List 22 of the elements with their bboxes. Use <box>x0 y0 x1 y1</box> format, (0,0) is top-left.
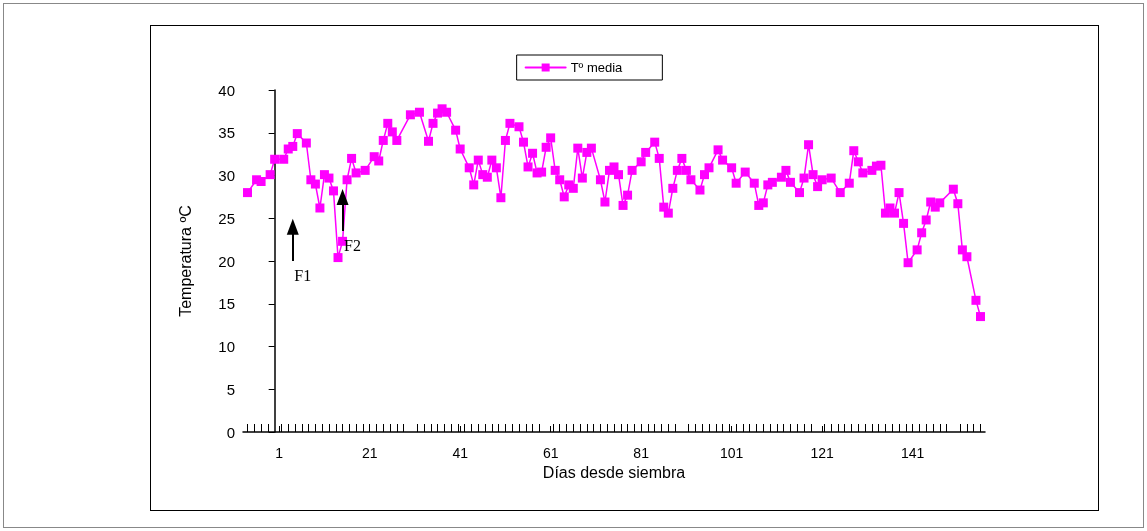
x-axis-title: Días desde siembra <box>542 464 686 482</box>
x-tick-label: 101 <box>719 445 744 461</box>
annotation: F1 <box>294 266 312 284</box>
y-tick-label: 30 <box>218 167 235 184</box>
y-tick-label: 10 <box>218 338 235 355</box>
x-tick-label: 21 <box>361 445 378 461</box>
y-tick-label: 15 <box>218 295 235 313</box>
annotation: F2 <box>344 236 361 254</box>
y-tick-label: 0 <box>226 423 235 441</box>
y-tick-label: 35 <box>218 124 235 142</box>
x-tick-label: 61 <box>542 445 559 461</box>
legend-label: Tº media <box>570 60 624 75</box>
y-tick-label: 40 <box>218 81 235 99</box>
x-tick-label: 1 <box>275 445 284 461</box>
x-tick-label: 41 <box>452 445 469 461</box>
y-axis-title: Temperatura ºC <box>176 205 194 317</box>
y-tick-label: 25 <box>218 209 235 227</box>
x-tick-label: 141 <box>900 445 925 461</box>
y-tick-label: 20 <box>218 252 235 270</box>
y-tick-label: 5 <box>226 380 235 398</box>
x-tick-label: 81 <box>633 445 650 461</box>
x-tick-label: 121 <box>810 445 835 461</box>
